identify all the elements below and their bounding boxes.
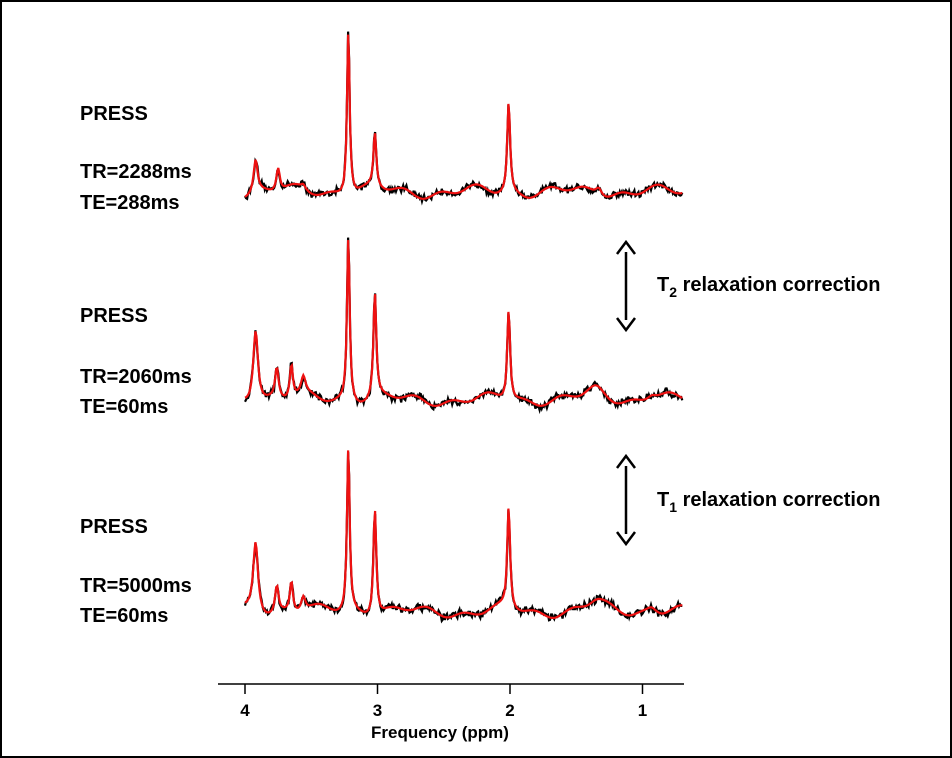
panel3-sequence: PRESS [80, 516, 148, 538]
spectrum-panel-2 [244, 237, 684, 415]
panel2-tr: TR=2060ms [80, 366, 192, 388]
panel3-te: TE=60ms [80, 605, 168, 627]
spectrum-panel-3 [243, 450, 683, 624]
spectra [243, 31, 684, 624]
x-axis: 4 3 2 1 [218, 683, 684, 720]
spectrum-1-measured-line [244, 31, 684, 206]
spectrum-2-fit-line [244, 240, 683, 408]
spectrum-3-measured-line [243, 451, 683, 624]
x-axis-title: Frequency (ppm) [371, 723, 509, 742]
x-tick-label-2: 2 [505, 701, 514, 720]
x-tick-label-3: 3 [373, 701, 382, 720]
panel1-sequence: PRESS [80, 103, 148, 125]
panel2-sequence: PRESS [80, 305, 148, 327]
t1-arrow-head-down [616, 531, 636, 547]
t2-arrow-head-down [616, 317, 636, 333]
x-tick-label-1: 1 [638, 701, 647, 720]
panel-labels: PRESS TR=2288ms TE=288ms PRESS TR=2060ms… [80, 103, 192, 627]
panel1-te: TE=288ms [80, 192, 180, 214]
x-tick-label-4: 4 [240, 701, 250, 720]
panel3-tr: TR=5000ms [80, 575, 192, 597]
panel2-te: TE=60ms [80, 396, 168, 418]
t1-arrow-head-up [616, 453, 636, 469]
spectrum-3-fit-line [244, 450, 683, 620]
t1-correction: T1 relaxation correction [616, 453, 880, 547]
spectrum-2-measured-line [244, 237, 684, 415]
spectrum-panel-1 [244, 31, 684, 206]
t2-correction-label: T2 relaxation correction [657, 274, 880, 300]
spectrum-1-fit-line [244, 34, 683, 200]
t2-correction: T2 relaxation correction [616, 239, 880, 333]
t2-arrow-head-up [616, 239, 636, 255]
t1-correction-label: T1 relaxation correction [657, 489, 880, 515]
panel1-tr: TR=2288ms [80, 161, 192, 183]
